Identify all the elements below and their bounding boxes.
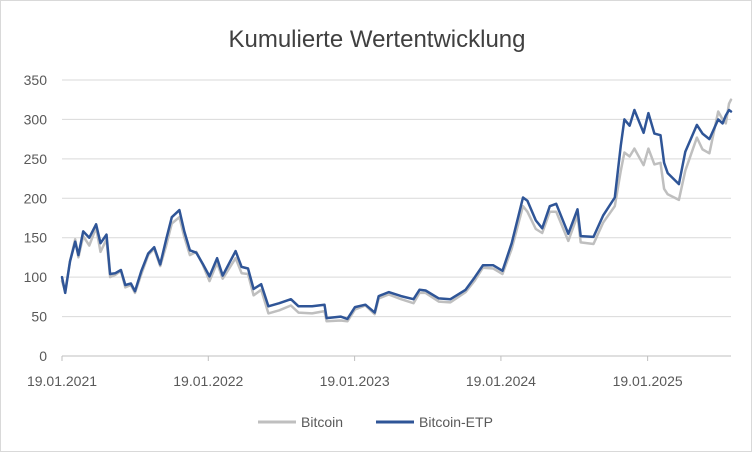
y-tick-label: 300 <box>24 111 48 127</box>
series-lines <box>60 98 733 323</box>
chart-title: Kumulierte Wertentwicklung <box>228 26 525 53</box>
y-tick-label: 100 <box>24 269 48 285</box>
y-tick-label: 250 <box>24 151 48 167</box>
x-tick-label: 19.01.2021 <box>27 373 97 389</box>
series-line-bitcoin-etp <box>60 108 733 321</box>
x-tick-label: 19.01.2022 <box>173 373 243 389</box>
legend-label: Bitcoin <box>301 414 343 430</box>
y-tick-label: 350 <box>24 72 48 88</box>
gridlines: 0 50 100 150 200 250 300 350 <box>24 72 731 364</box>
legend: Bitcoin Bitcoin-ETP <box>258 414 493 430</box>
y-tick-label: 200 <box>24 190 48 206</box>
legend-label: Bitcoin-ETP <box>419 414 493 430</box>
y-tick-label: 0 <box>39 348 47 364</box>
y-tick-label: 50 <box>31 309 47 325</box>
x-tick-label: 19.01.2023 <box>320 373 390 389</box>
x-tick-label: 19.01.2025 <box>613 373 683 389</box>
x-axis: 19.01.2021 19.01.2022 19.01.2023 19.01.2024… <box>27 355 731 389</box>
y-tick-label: 150 <box>24 230 48 246</box>
series-line-bitcoin <box>60 98 733 323</box>
x-tick-label: 19.01.2024 <box>466 373 536 389</box>
